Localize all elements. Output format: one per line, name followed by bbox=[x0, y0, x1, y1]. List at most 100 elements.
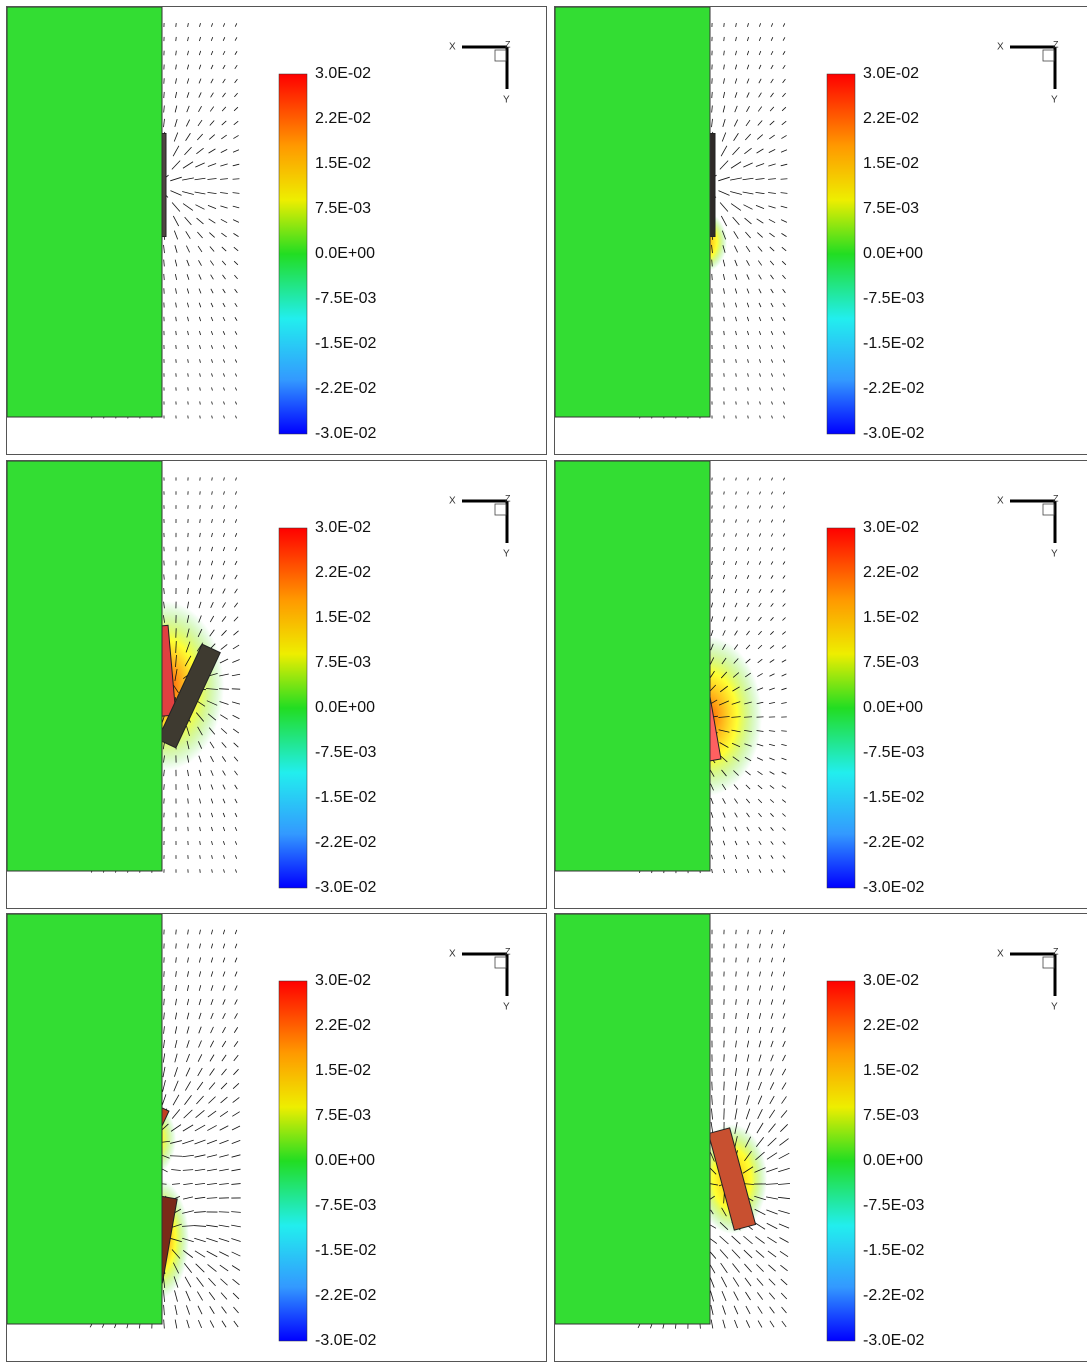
vector-arrow bbox=[758, 261, 761, 266]
vector-arrow bbox=[771, 1055, 774, 1062]
vector-arrow bbox=[735, 631, 738, 636]
vector-arrow bbox=[747, 1013, 748, 1019]
vector-arrow bbox=[747, 37, 748, 41]
vector-arrow bbox=[759, 289, 761, 293]
vector-arrow bbox=[771, 520, 772, 523]
vector-arrow bbox=[767, 1237, 776, 1243]
vector-arrow bbox=[735, 65, 736, 70]
vector-arrow bbox=[200, 519, 201, 523]
vector-arrow bbox=[757, 1292, 762, 1299]
vector-arrow bbox=[744, 1250, 752, 1258]
vector-arrow bbox=[759, 1013, 760, 1019]
vector-arrow bbox=[207, 1155, 217, 1158]
vector-arrow bbox=[235, 589, 238, 593]
vector-arrow bbox=[211, 575, 213, 580]
vector-arrow bbox=[779, 1224, 789, 1228]
vector-arrow bbox=[231, 1212, 241, 1213]
vector-arrow bbox=[732, 1250, 740, 1259]
vector-arrow bbox=[187, 770, 188, 776]
vector-arrow bbox=[746, 785, 750, 789]
vector-arrow bbox=[782, 93, 785, 97]
vector-arrow bbox=[220, 164, 227, 166]
vector-arrow bbox=[236, 416, 237, 419]
vector-arrow bbox=[771, 303, 773, 307]
vector-arrow bbox=[783, 478, 784, 481]
vector-arrow bbox=[199, 37, 200, 41]
vector-arrow bbox=[747, 533, 748, 536]
vector-arrow bbox=[758, 107, 762, 112]
vector-arrow bbox=[746, 1306, 750, 1314]
vector-arrow bbox=[234, 261, 238, 265]
vector-arrow bbox=[781, 688, 786, 690]
vector-arrow bbox=[220, 1279, 227, 1286]
vector-arrow bbox=[734, 1306, 738, 1314]
vector-arrow bbox=[771, 944, 772, 948]
vector-arrow bbox=[783, 65, 785, 69]
colorbar-label: 7.5E-03 bbox=[863, 654, 919, 671]
vector-arrow bbox=[724, 491, 725, 494]
vector-arrow bbox=[199, 999, 201, 1005]
vector-arrow bbox=[211, 359, 212, 362]
vector-arrow bbox=[188, 930, 189, 935]
vector-arrow bbox=[781, 206, 787, 208]
vector-arrow bbox=[724, 331, 725, 335]
axis-z-label: Z bbox=[505, 493, 511, 503]
vector-arrow bbox=[198, 1040, 201, 1047]
vector-arrow bbox=[712, 561, 713, 565]
vector-arrow bbox=[770, 1069, 773, 1076]
axis-z-label: Z bbox=[1053, 39, 1059, 49]
vector-arrow bbox=[747, 519, 748, 522]
vector-arrow bbox=[759, 359, 760, 362]
vector-arrow bbox=[199, 971, 200, 976]
vector-arrow bbox=[175, 1054, 177, 1063]
vector-arrow bbox=[757, 233, 762, 238]
vector-arrow bbox=[235, 289, 238, 293]
vector-arrow bbox=[770, 785, 774, 788]
vector-arrow bbox=[209, 149, 216, 153]
vector-arrow bbox=[748, 972, 749, 977]
vector-arrow bbox=[770, 93, 773, 97]
vector-arrow bbox=[186, 246, 189, 253]
vector-arrow bbox=[767, 1223, 778, 1228]
vector-arrow bbox=[176, 943, 177, 948]
vector-arrow bbox=[783, 402, 784, 405]
vector-arrow bbox=[196, 1110, 205, 1117]
vector-arrow bbox=[176, 971, 177, 977]
vector-arrow bbox=[781, 758, 786, 760]
vector-arrow bbox=[759, 1041, 761, 1047]
vector-arrow bbox=[176, 957, 177, 962]
vector-arrow bbox=[210, 1069, 215, 1076]
colorbar-label: -3.0E-02 bbox=[315, 425, 376, 442]
vector-arrow bbox=[747, 1095, 750, 1104]
vector-arrow bbox=[220, 1126, 229, 1130]
vector-arrow bbox=[175, 1040, 177, 1048]
vector-arrow bbox=[746, 106, 749, 112]
vector-arrow bbox=[770, 1082, 774, 1089]
vector-arrow bbox=[766, 1197, 778, 1199]
vector-arrow bbox=[212, 869, 213, 872]
vector-arrow bbox=[770, 121, 775, 125]
vector-arrow bbox=[748, 416, 749, 419]
vector-arrow bbox=[220, 179, 228, 180]
vector-arrow bbox=[220, 193, 228, 194]
vector-arrow bbox=[721, 146, 727, 156]
vector-arrow bbox=[747, 1027, 748, 1033]
vector-arrow bbox=[233, 150, 239, 153]
vector-arrow bbox=[770, 813, 773, 816]
vector-arrow bbox=[783, 827, 786, 830]
vector-arrow bbox=[232, 660, 239, 663]
vector-arrow bbox=[176, 37, 177, 41]
vector-arrow bbox=[771, 37, 773, 41]
vector-arrow bbox=[782, 275, 785, 279]
vector-arrow bbox=[172, 1184, 180, 1185]
vector-arrow bbox=[782, 121, 786, 125]
vector-arrow bbox=[234, 93, 237, 97]
vector-arrow bbox=[758, 813, 761, 817]
vector-arrow bbox=[186, 231, 191, 238]
vector-arrow bbox=[745, 218, 752, 224]
vector-arrow bbox=[211, 289, 213, 293]
vector-arrow bbox=[724, 547, 725, 551]
vector-arrow bbox=[723, 798, 726, 803]
vector-arrow bbox=[711, 826, 712, 831]
vector-arrow bbox=[211, 561, 212, 565]
